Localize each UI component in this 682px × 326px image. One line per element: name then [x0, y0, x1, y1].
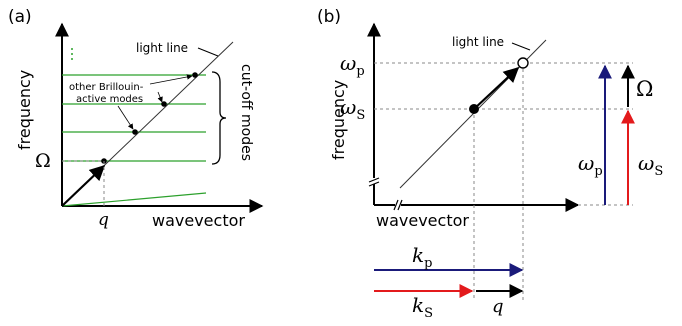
q-bottom-label: q — [492, 296, 504, 317]
panel-b: (b) frequency wavevector light line — [317, 7, 663, 321]
intersection-point — [192, 72, 198, 78]
k-s-label: kS — [412, 293, 433, 321]
panel-a-points — [101, 72, 198, 164]
panel-a-y-label: frequency — [15, 70, 34, 150]
panel-b-light-line-label: light line — [452, 35, 504, 49]
omega-s-label: ωS — [340, 95, 365, 123]
panel-b-y-label: frequency — [329, 80, 348, 160]
modes-pointer — [117, 105, 134, 130]
panel-a-q-arrow — [61, 164, 106, 207]
omega-s-arrow-label: ωS — [638, 151, 663, 179]
panel-a-q-label: q — [98, 210, 109, 230]
intersection-point — [161, 101, 167, 107]
modes-pointer — [157, 91, 163, 103]
panel-a: (a) frequency wavevector Ω — [8, 7, 264, 230]
panel-a-x-label: wavevector — [152, 211, 245, 230]
light-line-pointer — [197, 47, 219, 57]
cutoff-label: cut-off modes — [238, 64, 254, 161]
acoustic-mode-line — [61, 192, 207, 207]
modes-pointer — [149, 74, 193, 85]
omega-p-arrow-label: ωp — [578, 151, 603, 179]
panel-a-omega-label: Ω — [35, 150, 51, 172]
panel-b-x-label: wavevector — [376, 211, 469, 230]
k-p-label: kp — [412, 243, 432, 271]
pump-point — [517, 57, 529, 69]
cutoff-brace — [211, 71, 227, 165]
panel-b-axis-breaks — [368, 177, 403, 211]
modes-label-line1: other Brillouin- — [69, 82, 144, 93]
light-line-pointer — [511, 42, 531, 51]
panel-b-tag: (b) — [317, 7, 341, 27]
Omega-arrow-label: Ω — [636, 77, 653, 101]
panel-b-q-arrow — [473, 66, 520, 110]
panel-b-guides — [374, 62, 633, 300]
stokes-point — [469, 104, 479, 114]
omega-p-label: ωp — [340, 51, 365, 79]
modes-label-line2: active modes — [76, 94, 143, 105]
intersection-point — [132, 129, 138, 135]
panel-a-tag: (a) — [8, 7, 32, 27]
panel-a-light-line-label: light line — [136, 41, 188, 55]
